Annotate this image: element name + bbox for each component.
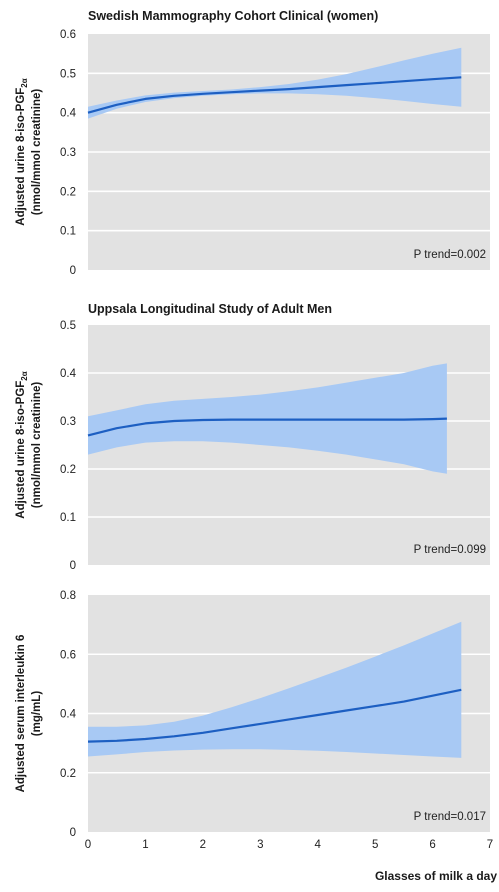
y-axis-label: (nmol/mmol creatinine) [31, 89, 43, 216]
y-axis-label: (mg/mL) [31, 691, 43, 737]
y-tick-label: 0.2 [60, 186, 76, 198]
p-trend-annotation: P trend=0.002 [414, 249, 486, 261]
y-tick-label: 0.3 [60, 147, 76, 159]
y-tick-label: 0.5 [60, 68, 76, 80]
p-trend-annotation: P trend=0.017 [414, 811, 486, 823]
panel-3: 0 0.2 0.4 0.6 0.8 0 1 2 3 4 5 6 7 Adjusted serum inte… [15, 590, 497, 883]
y-axis-label-subscript: 2α [20, 371, 29, 380]
y-tick-label: 0.6 [60, 29, 76, 41]
y-tick-label: 0.2 [60, 464, 76, 476]
y-axis-label-text: Adjusted urine 8-iso-PGF [15, 381, 27, 519]
y-tick-label: 0.1 [60, 512, 76, 524]
panel-1: Swedish Mammography Cohort Clinical (wom… [15, 9, 490, 277]
y-axis-label: Adjusted urine 8-iso-PGF2α [15, 78, 29, 225]
confidence-band [88, 621, 462, 758]
y-tick-label: 0 [70, 265, 76, 277]
x-axis-label: Glasses of milk a day [375, 869, 497, 883]
panel-2: Uppsala Longitudinal Study of Adult Men 0… [15, 302, 490, 572]
x-tick-label: 6 [429, 839, 435, 851]
y-tick-label: 0.1 [60, 226, 76, 238]
y-axis-label: (nmol/mmol creatinine) [31, 382, 43, 509]
y-tick-label: 0.8 [60, 590, 76, 602]
y-axis-label-text: (mg/mL) [31, 691, 43, 737]
x-tick-label: 2 [200, 839, 206, 851]
y-axis-label-text: (nmol/mmol creatinine) [31, 89, 43, 216]
x-tick-label: 1 [142, 839, 148, 851]
y-tick-label: 0.4 [60, 709, 77, 721]
y-axis-label-text: (nmol/mmol creatinine) [31, 382, 43, 509]
y-tick-label: 0.2 [60, 768, 76, 780]
x-tick-label: 4 [315, 839, 322, 851]
y-axis-label: Adjusted urine 8-iso-PGF2α [15, 371, 29, 518]
y-tick-label: 0 [70, 560, 76, 572]
y-tick-label: 0.6 [60, 649, 76, 661]
x-tick-label: 7 [487, 839, 493, 851]
series-line [87, 417, 447, 437]
series-line [87, 688, 462, 743]
p-trend-annotation: P trend=0.099 [414, 544, 486, 556]
y-axis-label: Adjusted serum interleukin 6 [15, 635, 27, 793]
x-tick-label: 5 [372, 839, 378, 851]
panel-title: Swedish Mammography Cohort Clinical (wom… [88, 9, 378, 23]
y-axis-label-text: Adjusted urine 8-iso-PGF [15, 88, 27, 226]
y-tick-label: 0.3 [60, 416, 76, 428]
x-tick-label: 0 [85, 839, 91, 851]
y-axis-label-text: Adjusted serum interleukin 6 [15, 635, 27, 793]
series-line [87, 76, 462, 114]
y-tick-label: 0.4 [60, 368, 77, 380]
y-tick-label: 0 [70, 827, 76, 839]
y-axis-label-subscript: 2α [20, 78, 29, 87]
y-tick-label: 0.5 [60, 320, 76, 332]
y-tick-label: 0.4 [60, 108, 77, 120]
panel-title: Uppsala Longitudinal Study of Adult Men [88, 302, 332, 316]
x-tick-label: 3 [257, 839, 263, 851]
